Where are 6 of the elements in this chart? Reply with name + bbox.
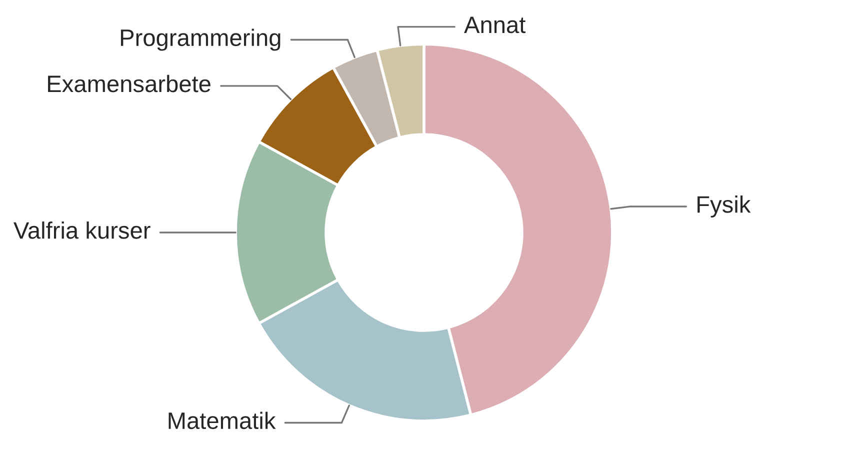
slice-label: Fysik (698, 196, 751, 218)
slice-label: Valfria kurser (14, 221, 150, 239)
slice-label: Annat (464, 16, 526, 34)
slice-label: Examensarbete (48, 74, 210, 92)
slice-label: Programmering (120, 28, 280, 51)
slice-label: Matematik (168, 412, 276, 430)
